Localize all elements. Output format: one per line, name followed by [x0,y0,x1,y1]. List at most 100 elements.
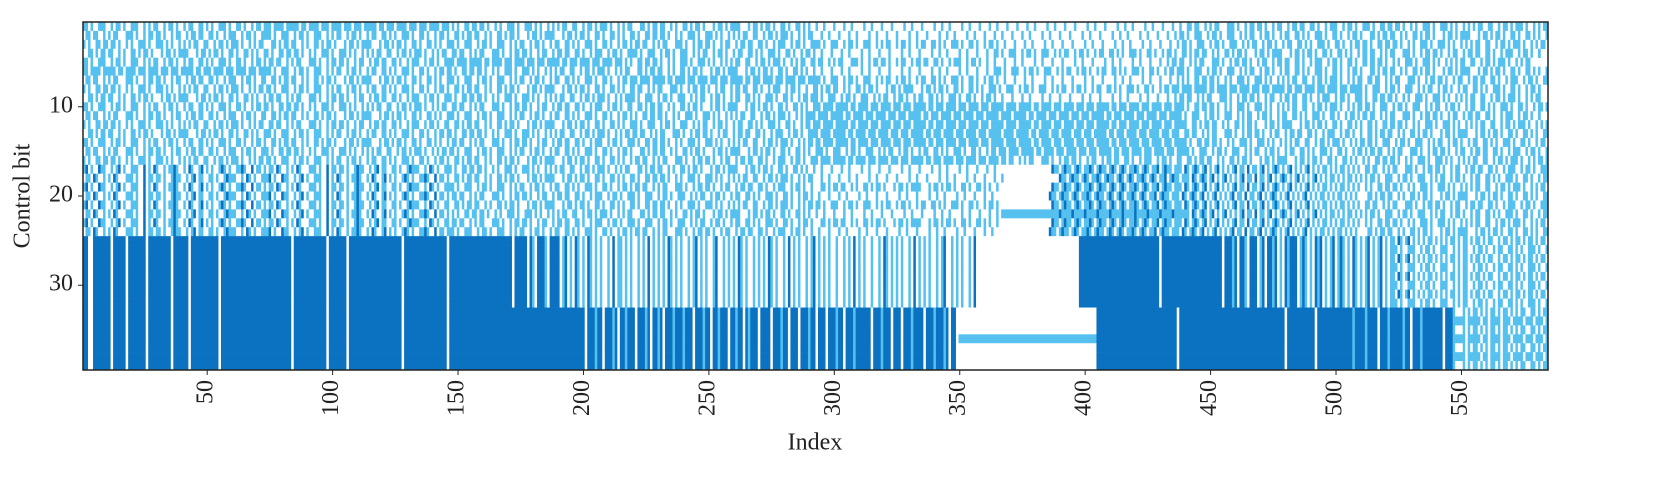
cell [391,30,395,41]
cell [406,48,410,58]
cell [1289,57,1295,67]
cell [130,93,136,103]
cell [1312,39,1318,50]
cell [1254,102,1263,112]
cell [1425,66,1431,76]
cell [163,138,167,148]
cell [732,120,736,130]
cell [609,111,613,121]
cell [712,129,718,139]
cell [1379,22,1386,32]
cell [1061,129,1072,139]
cell [700,138,706,148]
cell [569,129,575,139]
cell [1505,84,1511,94]
cell [935,75,939,85]
cell [173,75,177,85]
cell [1241,57,1248,67]
cell [1397,102,1403,112]
cell [308,22,320,32]
cell [1199,75,1203,85]
cell [828,30,831,41]
cell [1249,30,1255,41]
cell [928,102,934,112]
cell [1435,30,1443,41]
cell [1485,111,1491,121]
cell [955,102,959,112]
cell [797,84,801,94]
cell [582,138,586,148]
cell [537,30,540,41]
cell [1342,129,1346,139]
cell [444,93,453,103]
cell [577,57,580,67]
cell [1317,84,1326,94]
cell [976,129,979,139]
cell [1334,93,1338,103]
cell [802,129,809,139]
cell [1392,22,1396,32]
cell [604,93,608,103]
cell [1081,93,1085,103]
cell [664,120,671,130]
cell [868,129,877,139]
cell [1510,84,1516,94]
cell [657,30,661,41]
cell [138,57,144,67]
cell [519,138,523,148]
cell [1199,93,1203,103]
cell [1231,111,1238,121]
cell [1083,30,1090,41]
cell [273,120,277,130]
cell [461,129,468,139]
cell [1063,48,1070,58]
cell [639,120,643,130]
cell [893,93,897,103]
cell [1071,39,1075,50]
cell [160,93,164,103]
cell [1026,66,1030,76]
cell [1527,120,1531,130]
cell [1262,66,1265,76]
cell [291,75,297,85]
cell [544,39,550,50]
cell [1405,57,1413,67]
cell [298,22,302,32]
cell [175,138,179,148]
cell [792,30,799,41]
cell [537,66,540,76]
cell [241,120,244,130]
cell [935,22,942,32]
cell [1392,102,1396,112]
cell [1322,102,1326,112]
cell [883,22,892,32]
cell [1387,111,1391,121]
cell [401,84,410,94]
cell [672,120,676,130]
cell [1241,39,1245,50]
cell [231,138,237,148]
cell [489,75,493,85]
cell [1442,120,1451,130]
cell [607,138,611,148]
cell [1369,39,1373,50]
cell [1460,39,1464,50]
cell [554,66,558,76]
cell [960,22,964,32]
cell [474,102,478,112]
cell [228,120,232,130]
cell [920,39,927,50]
cell [434,93,438,103]
cell [1174,93,1178,103]
cell [1033,120,1040,130]
cell [915,75,919,85]
cell [1394,93,1398,103]
cell [1309,66,1316,76]
cell [815,66,821,76]
cell [1093,48,1097,58]
cell [680,57,688,67]
cell [231,22,237,32]
cell [431,48,435,58]
cell [1164,48,1167,58]
cell [1103,48,1110,58]
